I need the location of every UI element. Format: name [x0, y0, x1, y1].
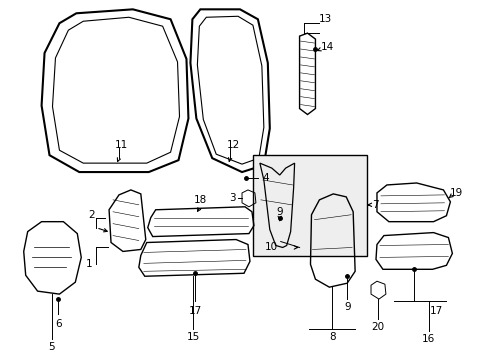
Text: 18: 18 — [193, 195, 206, 205]
Text: 6: 6 — [55, 319, 61, 329]
Text: 11: 11 — [114, 140, 127, 150]
FancyBboxPatch shape — [252, 155, 366, 256]
Text: 7: 7 — [371, 200, 378, 210]
Text: 19: 19 — [449, 188, 462, 198]
Text: 16: 16 — [421, 334, 434, 344]
Text: 4: 4 — [262, 173, 268, 183]
Text: 8: 8 — [328, 332, 335, 342]
Text: 2: 2 — [88, 210, 94, 220]
Text: 20: 20 — [371, 322, 384, 332]
Text: 5: 5 — [48, 342, 55, 352]
Text: 13: 13 — [318, 14, 331, 24]
Text: 14: 14 — [320, 42, 333, 52]
Text: 3: 3 — [228, 193, 235, 203]
Text: 10: 10 — [264, 243, 278, 252]
Text: 9: 9 — [276, 207, 283, 217]
Text: 9: 9 — [343, 302, 350, 312]
Text: 1: 1 — [86, 259, 92, 269]
Text: 17: 17 — [188, 306, 202, 316]
Text: 12: 12 — [226, 140, 239, 150]
Text: 17: 17 — [429, 306, 442, 316]
Text: 15: 15 — [186, 332, 200, 342]
